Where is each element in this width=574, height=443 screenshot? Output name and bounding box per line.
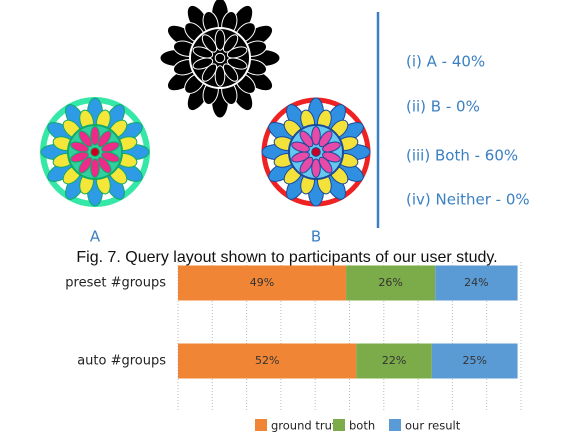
petal	[201, 63, 218, 82]
legend-label: our result	[405, 419, 461, 433]
petal	[318, 156, 333, 174]
mandala	[40, 97, 150, 207]
value-label: 26%	[378, 276, 402, 289]
petal	[291, 151, 310, 163]
value-label: 49%	[250, 276, 274, 289]
mandala	[159, 0, 281, 119]
core	[311, 147, 321, 157]
petal	[78, 156, 93, 174]
option: (iv) Neither - 0%	[406, 191, 530, 209]
bar-segment	[431, 343, 518, 379]
caption: Fig. 7. Query layout shown to participan…	[76, 249, 497, 266]
petal	[322, 141, 341, 153]
petal	[192, 57, 214, 70]
petal	[222, 34, 239, 53]
petal	[78, 130, 93, 148]
petal	[299, 130, 314, 148]
bar-segment	[356, 343, 432, 379]
petal	[192, 46, 214, 59]
image-label: A	[90, 228, 101, 246]
image-label: B	[311, 228, 321, 246]
legend-swatch	[389, 419, 401, 431]
bar-segment	[178, 343, 357, 379]
option: (iii) Both - 60%	[406, 147, 518, 165]
petal	[222, 63, 239, 82]
petal	[70, 151, 89, 163]
petal	[97, 156, 112, 174]
value-label: 52%	[255, 354, 279, 367]
petal	[214, 29, 226, 51]
petal	[90, 158, 100, 178]
category-label: auto #groups	[77, 354, 166, 369]
value-label: 25%	[462, 354, 486, 367]
legend-label: ground truth	[271, 419, 344, 433]
legend-label: both	[349, 419, 375, 433]
petal	[201, 34, 218, 53]
value-label: 24%	[464, 276, 488, 289]
value-label: 22%	[382, 354, 406, 367]
petal	[226, 46, 248, 59]
core	[90, 147, 100, 157]
petal	[90, 126, 100, 146]
category-label: preset #groups	[65, 276, 166, 291]
petal	[101, 141, 120, 153]
bar-segment	[346, 265, 436, 301]
petal	[214, 65, 226, 87]
mandala	[261, 97, 371, 207]
petal	[299, 156, 314, 174]
legend-swatch	[333, 419, 345, 431]
petal	[226, 57, 248, 70]
petal	[318, 130, 333, 148]
petal	[311, 126, 321, 146]
petal	[311, 158, 321, 178]
core	[214, 52, 226, 64]
option: (ii) B - 0%	[406, 98, 480, 116]
bar-segment	[178, 265, 347, 301]
mandalas	[40, 0, 371, 207]
petal	[97, 130, 112, 148]
option: (i) A - 40%	[406, 53, 485, 71]
bar-segment	[435, 265, 518, 301]
legend-swatch	[255, 419, 267, 431]
